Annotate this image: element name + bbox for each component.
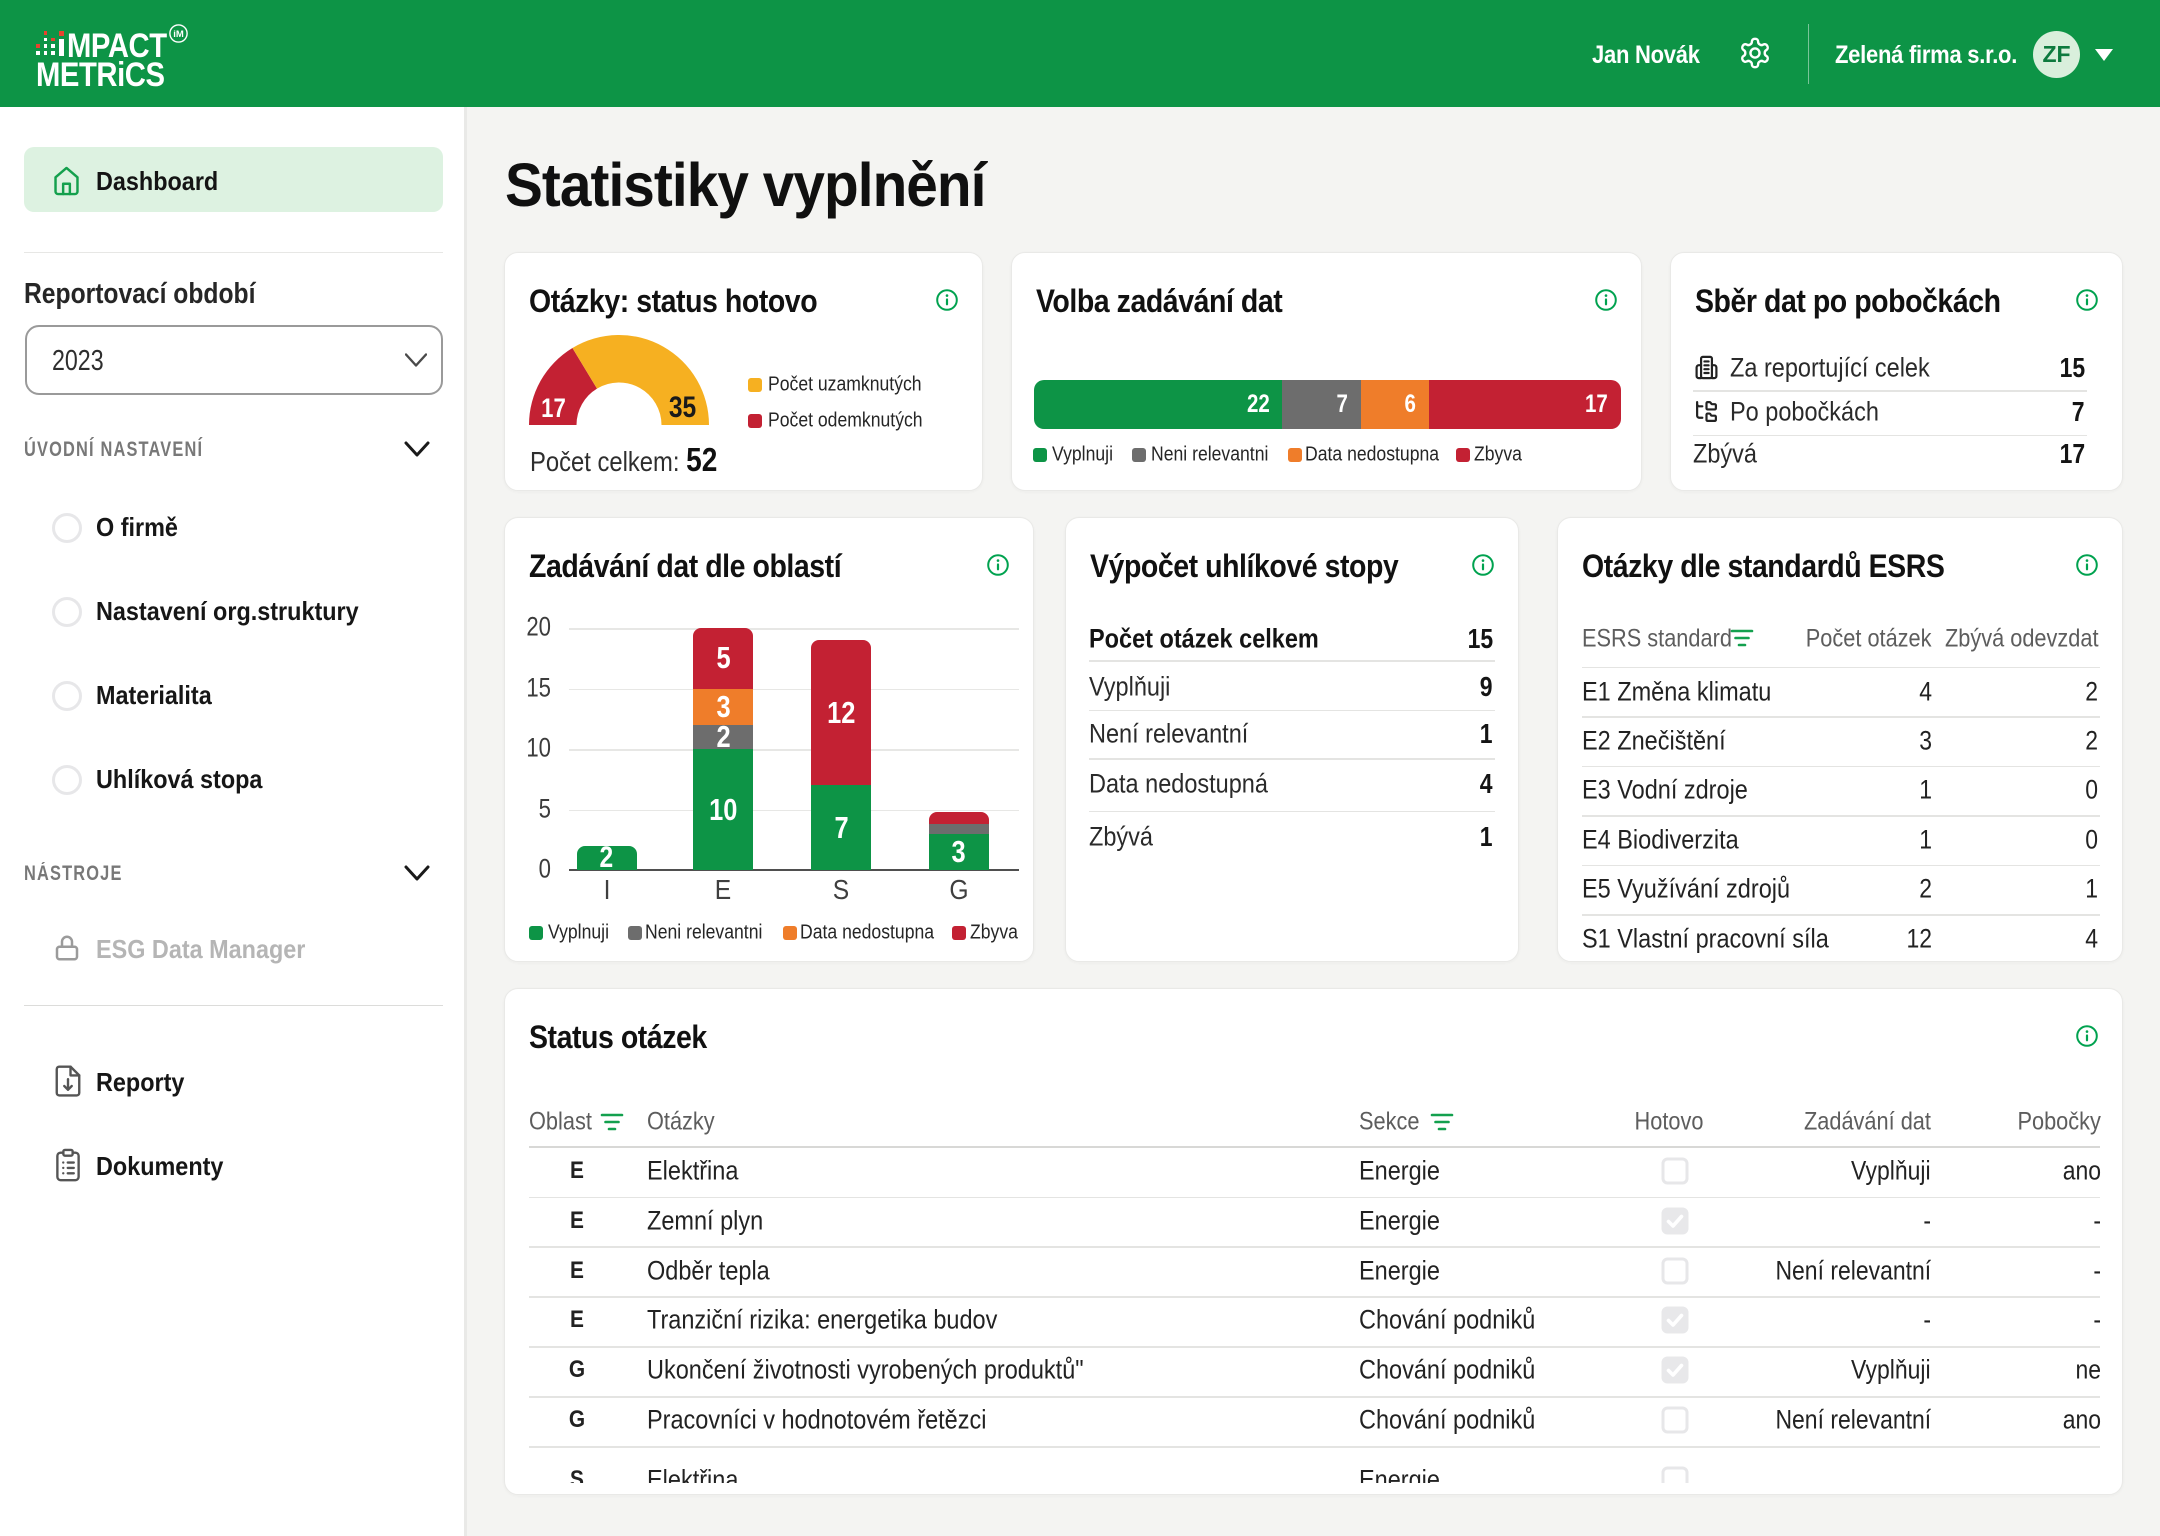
svg-text:iM: iM xyxy=(173,29,184,40)
